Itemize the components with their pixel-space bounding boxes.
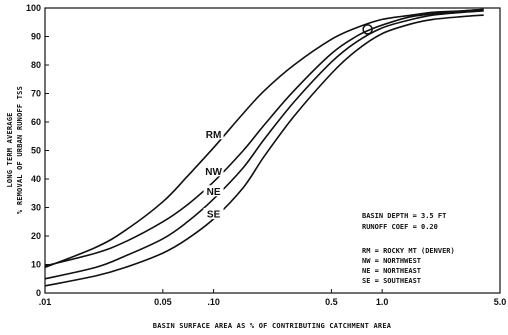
y-tick-label: 80 <box>31 60 41 70</box>
y-tick-label: 10 <box>31 260 41 270</box>
x-tick-label: 0.05 <box>154 297 172 307</box>
x-tick-label: 0.5 <box>325 297 338 307</box>
highlight-marker <box>362 24 373 35</box>
y-tick-label: 50 <box>31 146 41 156</box>
series-line-rm <box>44 8 484 269</box>
y-axis-ticks: 0 10 20 30 40 50 60 70 80 90 100 <box>26 3 49 298</box>
x-tick-label: 5.0 <box>494 297 507 307</box>
x-axis-ticks: .01 0.05 .10 0.5 1.0 5.0 <box>39 289 507 307</box>
series-line-nw <box>44 8 484 267</box>
series-line-ne <box>44 10 484 280</box>
curve-label-nw: NW <box>205 167 222 178</box>
legend-entry-se: SE = SOUTHEAST <box>362 277 421 285</box>
y-tick-label: 20 <box>31 231 41 241</box>
x-tick-label: 1.0 <box>376 297 389 307</box>
x-tick-label: .10 <box>207 297 220 307</box>
legend-entry-rm: RM = ROCKY MT (DENVER) <box>362 247 455 255</box>
curve-label-bg <box>203 165 224 177</box>
curve-label-rm: RM <box>206 130 222 141</box>
y-tick-label: 60 <box>31 117 41 127</box>
legend-parameter-runoff: RUNOFF COEF = 0.20 <box>362 223 438 231</box>
x-axis-label: BASIN SURFACE AREA AS % OF CONTRIBUTING … <box>153 322 392 330</box>
y-tick-label: 100 <box>26 3 41 13</box>
x-tick-label: .01 <box>39 297 52 307</box>
curve-label-bg <box>203 128 224 140</box>
curves <box>44 8 484 287</box>
legend-entry-ne: NE = NORTHEAST <box>362 267 421 275</box>
y-tick-label: 0 <box>36 288 41 298</box>
curve-label-se: SE <box>207 210 221 221</box>
series-line-se <box>44 14 484 287</box>
y-tick-label: 40 <box>31 174 41 184</box>
y-tick-label: 70 <box>31 89 41 99</box>
legend-parameter-depth: BASIN DEPTH = 3.5 FT <box>362 212 446 220</box>
y-tick-label: 90 <box>31 32 41 42</box>
curve-label-bg <box>203 185 224 197</box>
y-tick-label: 30 <box>31 203 41 213</box>
legend: BASIN DEPTH = 3.5 FT RUNOFF COEF = 0.20 … <box>362 212 455 285</box>
curve-labels: RM NW NE SE <box>203 128 224 221</box>
curve-label-bg <box>203 208 224 220</box>
y-axis-label-line-2: % REMOVAL OF URBAN RUNOFF TSS <box>16 86 24 214</box>
y-axis-label-line-1: LONG TERM AVERAGE <box>6 112 14 187</box>
curve-label-ne: NE <box>207 187 221 198</box>
legend-entry-nw: NW = NORTHWEST <box>362 257 421 265</box>
